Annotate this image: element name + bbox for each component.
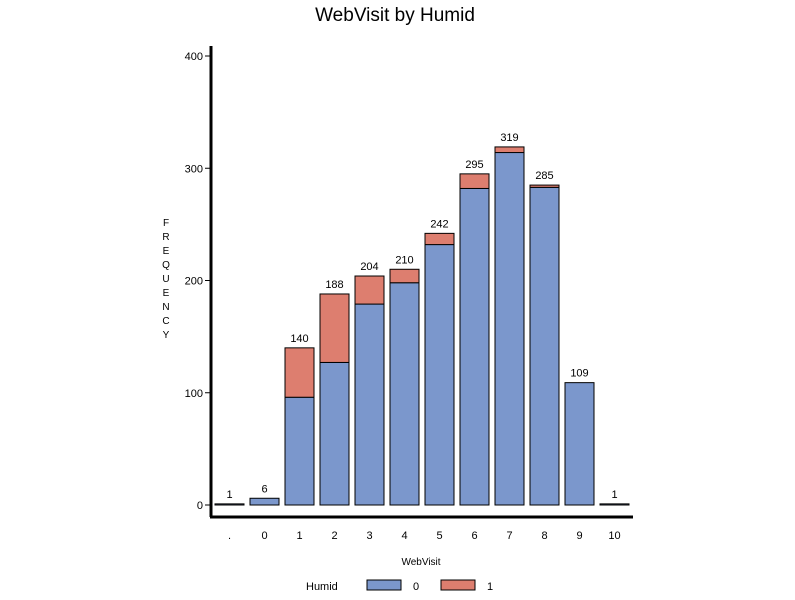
bar-7-series-1 — [494, 146, 525, 154]
data-label: 285 — [535, 170, 553, 182]
legend-label-0: 0 — [413, 581, 419, 593]
legend-label-1: 1 — [487, 581, 493, 593]
bar-1-series-1 — [284, 347, 315, 398]
bar-2-series-1 — [319, 293, 350, 363]
legend-title: Humid — [306, 581, 338, 593]
y-tick-label: 300 — [185, 163, 203, 175]
x-axis-label: WebVisit — [401, 557, 440, 568]
x-tick-label: 8 — [541, 530, 547, 542]
legend: Humid 0 1 — [306, 579, 493, 593]
legend-swatch-1 — [440, 579, 476, 591]
bar-1-series-0 — [284, 396, 315, 506]
legend-swatch-0 — [366, 579, 402, 591]
bar-4-series-1 — [389, 268, 420, 284]
x-tick-label: 6 — [471, 530, 477, 542]
data-label: 1 — [226, 489, 232, 501]
data-label: 109 — [570, 368, 588, 380]
bar-8-series-0 — [529, 186, 560, 506]
x-tick-label: . — [228, 530, 231, 542]
x-tick-label: 2 — [331, 530, 337, 542]
bar-10-series-0 — [599, 503, 630, 506]
x-tick-label: 9 — [576, 530, 582, 542]
bar-5-series-0 — [424, 244, 455, 506]
chart-title: WebVisit by Humid — [315, 5, 475, 26]
bar-9-series-0 — [564, 382, 595, 506]
y-tick-label: 100 — [185, 388, 203, 400]
bar-2-series-0 — [319, 361, 350, 506]
data-label: 1 — [611, 489, 617, 501]
bar-7-series-0 — [494, 152, 525, 506]
bar-0-series-0 — [249, 497, 280, 506]
data-label: 242 — [430, 218, 448, 230]
bar-6-series-0 — [459, 187, 490, 506]
x-tick-label: 0 — [261, 530, 267, 542]
x-tick-label: 4 — [401, 530, 407, 542]
x-tick-label: 10 — [608, 530, 620, 542]
x-tick-label: 7 — [506, 530, 512, 542]
x-tick-label: 5 — [436, 530, 442, 542]
data-label: 210 — [395, 254, 413, 266]
y-tick-label: 0 — [197, 500, 203, 512]
bars — [214, 146, 630, 506]
bar-8-series-1 — [529, 184, 560, 188]
y-tick-label: 400 — [185, 51, 203, 63]
bar-5-series-1 — [424, 232, 455, 246]
data-label: 204 — [360, 261, 378, 273]
y-axis: 0 100 200 300 400 — [185, 46, 213, 517]
data-labels: 1 6 140 188 204 210 242 295 319 285 109 1 — [226, 132, 617, 501]
data-label: 140 — [290, 333, 308, 345]
x-axis: . 0 1 2 3 4 5 6 7 8 9 10 — [210, 515, 633, 542]
x-tick-label: 1 — [296, 530, 302, 542]
bar-missing-series-0 — [214, 503, 245, 506]
data-label: 295 — [465, 159, 483, 171]
y-tick-label: 200 — [185, 276, 203, 288]
bar-3-series-0 — [354, 303, 385, 506]
bar-4-series-0 — [389, 282, 420, 506]
data-label: 319 — [500, 132, 518, 144]
bar-6-series-1 — [459, 173, 490, 189]
data-label: 188 — [325, 279, 343, 291]
bar-3-series-1 — [354, 275, 385, 305]
data-label: 6 — [261, 483, 267, 495]
x-tick-label: 3 — [366, 530, 372, 542]
